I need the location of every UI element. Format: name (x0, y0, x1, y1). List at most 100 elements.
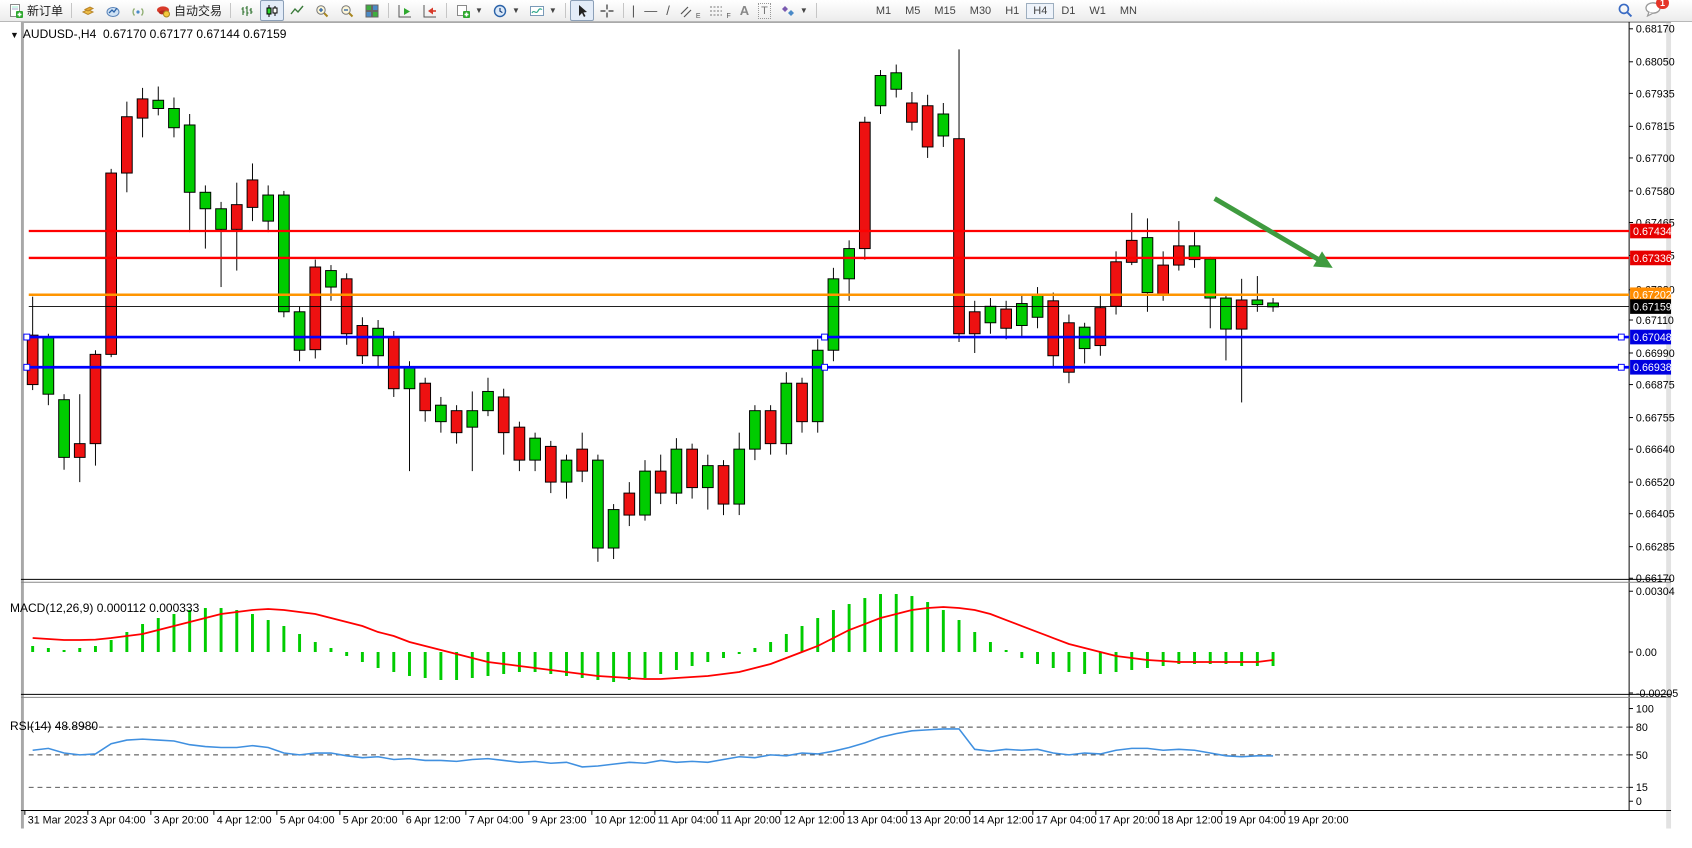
auto-scroll-button[interactable] (393, 0, 417, 21)
macd-bar-68 (1098, 652, 1102, 674)
zoom-out-icon (341, 4, 354, 17)
candle-body-51 (827, 278, 840, 351)
fibonacci-icon (710, 6, 723, 15)
time-label-0: 31 Mar 2023 (28, 815, 88, 827)
candle-body-37 (607, 509, 620, 549)
tab-m30[interactable]: M30 (969, 4, 992, 17)
trend-arrow-shaft[interactable] (1213, 196, 1323, 264)
community-button[interactable] (101, 0, 125, 21)
periods-button[interactable]: ▼ (488, 0, 524, 21)
chart-canvas[interactable]: 0.68170 0.68050 0.67935 0.67815 0.67700 0.675… (0, 22, 1692, 848)
new-order-button[interactable]: 新订单 (4, 0, 67, 21)
time-label-1: 3 Apr 04:00 (91, 815, 146, 827)
equidistant-channel-button[interactable]: E (675, 0, 705, 21)
tab-m1[interactable]: M1 (875, 4, 892, 17)
tab-m15[interactable]: M15 (934, 4, 956, 17)
tab-m5[interactable]: M5 (905, 4, 921, 17)
candle-body-26 (435, 404, 447, 423)
candlestick-chart-button[interactable] (260, 0, 285, 21)
macd-bar-30 (502, 652, 506, 674)
candle-body-33 (544, 445, 557, 483)
hline-handle[interactable] (821, 333, 828, 341)
candle-body-8 (152, 99, 165, 109)
candle-body-3 (73, 443, 86, 458)
macd-bar-6 (125, 632, 129, 653)
candle-body-77 (1235, 299, 1248, 330)
time-label-14: 13 Apr 20:00 (910, 815, 971, 827)
tab-mn[interactable]: MN (1119, 4, 1137, 17)
macd-bar-8 (156, 618, 160, 653)
tab-h4[interactable]: H4 (1026, 2, 1055, 19)
macd-bar-39 (643, 652, 647, 678)
auto-trading-button[interactable]: 自动交易 (151, 0, 226, 21)
macd-bar-74 (1193, 652, 1197, 664)
rsi-line (32, 728, 1274, 768)
tab-h1[interactable]: H1 (1005, 4, 1020, 17)
macd-bar-31 (517, 652, 521, 672)
text-label-button[interactable]: T (754, 0, 775, 21)
price-tick-label-13: 0.66640 (1636, 444, 1675, 456)
fibonacci-button[interactable]: F (705, 0, 734, 21)
signals-button[interactable] (126, 0, 150, 21)
collapse-icon[interactable]: ▼ (10, 30, 19, 40)
candle-body-47 (764, 410, 777, 445)
zoom-in-button[interactable] (310, 0, 334, 21)
hline-handle[interactable] (1617, 363, 1625, 371)
new-chart-button[interactable]: ▼ (451, 0, 487, 21)
chart-shift-icon (423, 4, 437, 17)
candle-body-65 (1047, 300, 1060, 357)
candle-body-62 (1000, 308, 1012, 329)
toolbar: 新订单 自动交易 (0, 0, 1692, 22)
macd-bar-19 (329, 648, 333, 653)
candle-body-61 (984, 305, 997, 324)
macd-bar-12 (219, 608, 223, 653)
hline-handle[interactable] (821, 363, 828, 371)
rsi-tick-label-2: 50 (1636, 750, 1648, 762)
macd-bar-26 (439, 652, 443, 680)
indicators-button[interactable]: ▼ (525, 0, 561, 21)
cursor-icon (578, 4, 587, 17)
trend-arrow-head[interactable] (1313, 251, 1333, 268)
crosshair-button[interactable] (595, 0, 619, 21)
tile-windows-button[interactable] (360, 0, 384, 21)
macd-bar-34 (565, 652, 568, 676)
rsi-tick-label-0: 100 (1636, 703, 1654, 715)
candle-body-52 (843, 248, 855, 280)
bar-chart-button[interactable] (235, 0, 259, 21)
crosshair-icon (600, 4, 614, 17)
macd-bar-73 (1177, 652, 1181, 664)
chevron-down-icon: ▼ (475, 6, 483, 15)
hline-handle[interactable] (1617, 333, 1625, 341)
cursor-button[interactable] (569, 0, 594, 21)
arrows-button[interactable]: ▼ (776, 0, 812, 21)
macd-bar-14 (251, 614, 254, 653)
candle-body-34 (560, 459, 573, 483)
horizontal-line-button[interactable]: — (640, 0, 661, 21)
chat-button[interactable]: 1 (1644, 0, 1669, 20)
line-chart-button[interactable] (285, 0, 309, 21)
time-label-13: 13 Apr 04:00 (847, 815, 908, 827)
macd-bar-17 (298, 634, 302, 653)
candle-body-12 (215, 208, 227, 230)
price-badge-box-0.67159 (1630, 299, 1672, 314)
market-button[interactable] (76, 0, 100, 21)
price-tick-label-11: 0.66875 (1636, 379, 1675, 391)
time-label-20: 19 Apr 20:00 (1288, 815, 1349, 827)
macd-bar-3 (78, 648, 82, 653)
chart-shift-button[interactable] (418, 0, 442, 21)
text-button[interactable]: A (736, 0, 753, 21)
candle-body-30 (497, 396, 510, 434)
rsi-tick-label-4: 0 (1636, 796, 1642, 808)
chart-window: 0.68170 0.68050 0.67935 0.67815 0.67700 0.675… (0, 22, 1692, 848)
hline-handle[interactable] (23, 333, 31, 341)
macd-tick-label-1: 0.00 (1636, 647, 1657, 659)
hline-handle[interactable] (23, 363, 31, 371)
zoom-out-button[interactable] (335, 0, 359, 21)
macd-bar-22 (376, 652, 380, 668)
tab-d1[interactable]: D1 (1061, 4, 1076, 17)
search-icon[interactable] (1617, 2, 1634, 19)
tab-w1[interactable]: W1 (1089, 4, 1106, 17)
auto-trading-label: 自动交易 (174, 4, 223, 18)
vertical-line-button[interactable]: | (628, 0, 639, 21)
trendline-button[interactable]: / (662, 0, 674, 21)
